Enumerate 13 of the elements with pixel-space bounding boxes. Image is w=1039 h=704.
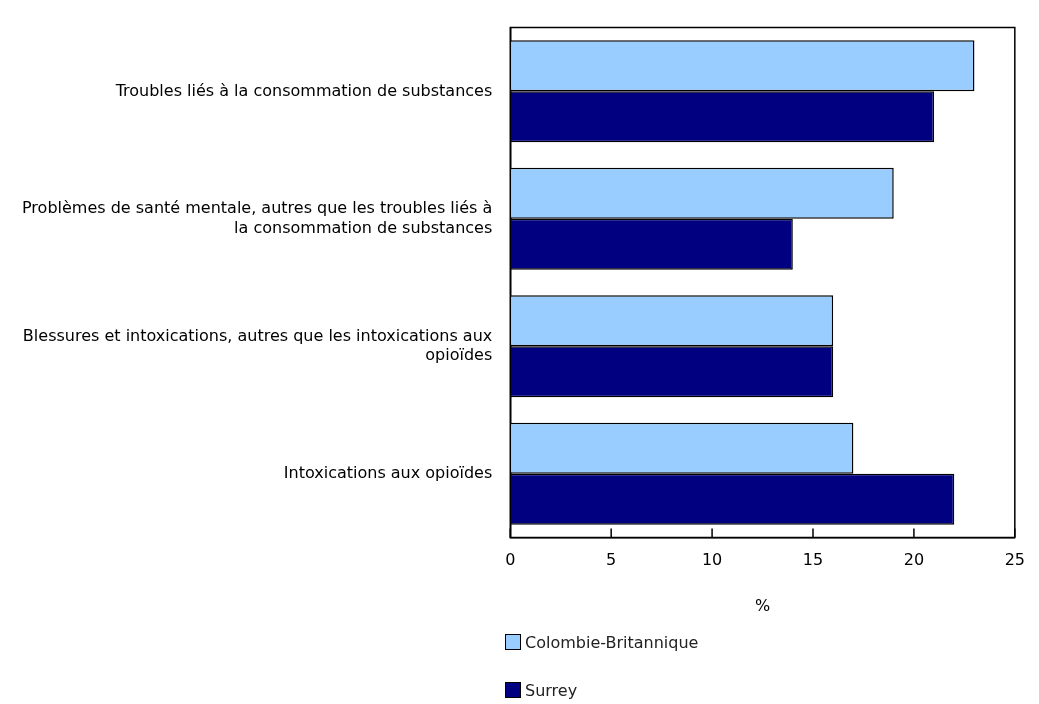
x-tick-label: 10 xyxy=(701,550,723,570)
x-tick-label: 0 xyxy=(505,550,516,570)
y-tick-label: Troubles liés à la consommation de substances xyxy=(114,80,493,100)
x-tick-label: 5 xyxy=(606,550,617,570)
x-tick-label: 25 xyxy=(1004,550,1025,570)
x-tick-label: 15 xyxy=(802,550,824,570)
legend-label: Colombie-Britannique xyxy=(525,632,699,652)
y-tick-label: Problèmes de santé mentale, autres que les troubles liés à la consommation de substances xyxy=(22,198,493,237)
x-axis-title: % xyxy=(754,595,771,615)
x-tick-label: 20 xyxy=(903,550,925,570)
y-tick-label: Intoxications aux opioïdes xyxy=(283,463,493,483)
y-tick-label: Blessures et intoxications, autres que les intoxications aux opioïdes xyxy=(22,325,493,365)
legend-label: Surrey xyxy=(525,680,578,700)
